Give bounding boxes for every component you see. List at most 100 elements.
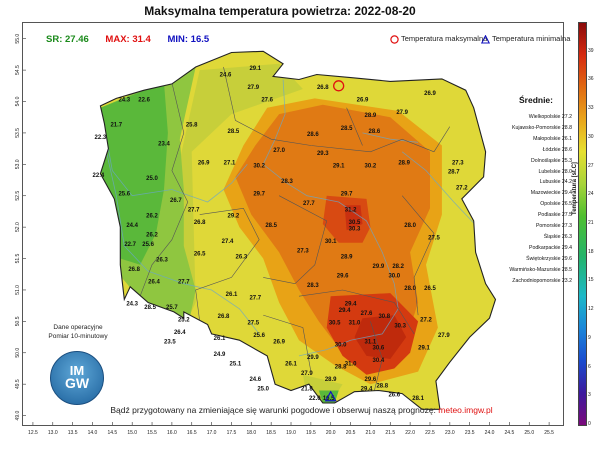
data-note: Dane operacyjne Pomiar 10-minutowy — [46, 323, 110, 341]
x-tick-label: 23.5 — [465, 430, 475, 436]
legend-max: Temperatura maksymalna — [390, 34, 487, 44]
mean-row: Śląskie 26.3 — [543, 233, 572, 240]
x-tick-label: 22.0 — [405, 430, 415, 436]
x-tick-label: 14.0 — [88, 430, 98, 436]
zone-hottest-south — [354, 315, 407, 359]
mean-row: Pomorskie 27.3 — [535, 223, 572, 230]
colorbar-tick: 15 — [588, 277, 594, 284]
mean-row: Lubuskie 24.2 — [539, 179, 572, 186]
colorbar-tick: 9 — [588, 334, 591, 341]
station-value: 26.9 — [273, 339, 285, 345]
legend-max-label: Temperatura maksymalna — [401, 34, 488, 43]
footer: Bądź przygotowany na zmieniające się war… — [0, 405, 603, 415]
station-value: 25.6 — [253, 333, 265, 339]
x-tick-label: 16.5 — [187, 430, 197, 436]
colorbar-tick: 24 — [588, 191, 594, 198]
y-tick-label: 50.0 — [15, 348, 21, 358]
river-line — [106, 151, 260, 335]
x-tick-label: 18.0 — [246, 430, 256, 436]
station-value: 29.9 — [307, 355, 319, 361]
station-value: 28.9 — [398, 160, 410, 166]
colorbar-tick: 18 — [588, 248, 594, 255]
station-value: 28.8 — [335, 365, 347, 371]
station-value: 31.1 — [365, 339, 377, 345]
station-value: 27.3 — [452, 160, 464, 166]
mean-row: Zachodniopomorskie 23.2 — [512, 277, 572, 284]
station-value: 25.7 — [166, 305, 178, 311]
station-value: 26.4 — [148, 280, 160, 286]
station-value: 28.2 — [392, 264, 404, 270]
x-tick-label: 24.0 — [485, 430, 495, 436]
station-value: 27.2 — [420, 317, 432, 323]
colorbar-tick: 36 — [588, 76, 594, 83]
station-value: 25.0 — [257, 387, 269, 393]
station-value: 27.9 — [301, 371, 313, 377]
mean-row: Małopolskie 26.1 — [533, 135, 572, 142]
station-value: 28.0 — [404, 286, 416, 292]
x-tick-label: 18.5 — [266, 430, 276, 436]
forecast-link[interactable]: meteo.imgw.pl — [438, 405, 493, 415]
station-value: 26.5 — [424, 286, 436, 292]
station-value: 26.1 — [214, 336, 226, 342]
station-value: 31.2 — [345, 207, 357, 213]
station-value: 28.7 — [448, 170, 460, 176]
x-tick-label: 16.0 — [167, 430, 177, 436]
x-tick-label: 15.0 — [127, 430, 137, 436]
station-value: 26.5 — [194, 251, 206, 257]
station-value: 22.0 — [309, 396, 321, 402]
region-border — [370, 321, 383, 391]
station-value: 29.1 — [249, 66, 261, 72]
station-value: 30.5 — [329, 321, 341, 327]
station-value: 30.4 — [373, 358, 385, 364]
x-tick-label: 13.5 — [68, 430, 78, 436]
station-value: 30.2 — [253, 164, 265, 170]
station-value: 26.3 — [236, 255, 248, 261]
region-border — [195, 207, 260, 322]
x-tick-label: 12.5 — [28, 430, 38, 436]
y-tick-label: 49.0 — [15, 410, 21, 420]
mean-row: Kujawsko-Pomorskie 28.8 — [512, 124, 572, 131]
station-value: 27.6 — [261, 98, 273, 104]
station-value: 28.9 — [341, 255, 353, 261]
station-value: 27.5 — [428, 236, 440, 242]
station-value: 24.6 — [220, 72, 232, 78]
colorbar-tick: 27 — [588, 162, 594, 169]
y-tick-label: 54.0 — [15, 96, 21, 106]
station-value: 31.0 — [349, 321, 361, 327]
river-line — [104, 126, 248, 203]
station-value: 30.6 — [373, 346, 385, 352]
station-value: 29.1 — [333, 164, 345, 170]
station-value: 26.8 — [128, 267, 140, 273]
max-marker — [333, 80, 345, 92]
station-value: 29.1 — [418, 346, 430, 352]
station-value: 28.6 — [307, 132, 319, 138]
mean-row: Podkarpackie 29.4 — [529, 244, 572, 251]
station-value: 21.7 — [110, 123, 122, 129]
station-value: 27.5 — [247, 321, 259, 327]
chart-title: Maksymalna temperatura powietrza: 2022-0… — [144, 4, 416, 18]
region-border — [433, 126, 451, 152]
station-value: 21.8 — [301, 387, 313, 393]
x-tick-label: 21.5 — [385, 430, 395, 436]
river-line — [262, 79, 399, 357]
x-tick-label: 17.0 — [207, 430, 217, 436]
x-tick-label: 22.5 — [425, 430, 435, 436]
region-border — [263, 314, 312, 372]
station-value: 27.7 — [178, 280, 190, 286]
mean-row: Mazowieckie 29.4 — [530, 190, 572, 197]
station-value: 26.8 — [218, 314, 230, 320]
station-value: 29.4 — [345, 302, 357, 308]
station-value: 28.8 — [376, 383, 388, 389]
y-tick-label: 52.5 — [15, 191, 21, 201]
station-value: 28.5 — [265, 223, 277, 229]
station-value: 28.5 — [144, 305, 156, 311]
x-tick-label: 24.5 — [505, 430, 515, 436]
x-tick-label: 17.5 — [227, 430, 237, 436]
station-value: 30.0 — [388, 273, 400, 279]
colorbar-tick: 33 — [588, 105, 594, 112]
x-tick-label: 15.5 — [147, 430, 157, 436]
station-value: 22.3 — [95, 135, 107, 141]
station-value: 26.4 — [174, 330, 186, 336]
river-line — [362, 132, 419, 143]
station-value: 28.5 — [341, 126, 353, 132]
